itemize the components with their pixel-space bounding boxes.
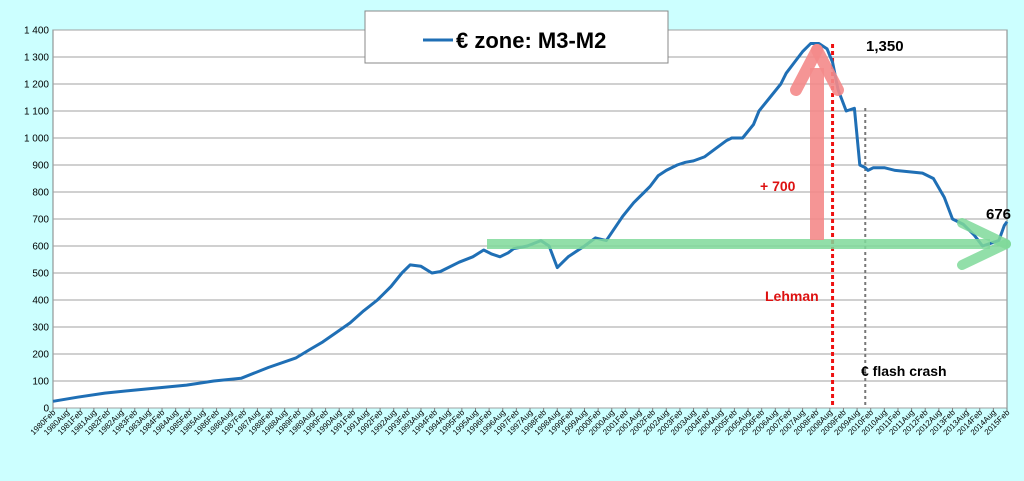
legend-label: € zone: M3-M2 [456,28,606,53]
y-tick-label: 100 [32,377,49,388]
annotation-flash-crash: € flash crash [861,363,947,379]
x-axis-ticks: 1980Feb1980Aug1981Feb1981Aug1982Feb1982A… [29,408,1012,437]
annotation-lehman: Lehman [765,288,819,304]
y-tick-label: 1 300 [24,53,49,64]
annotation-peak-value: 1,350 [866,38,904,55]
annotation-last-value: 676 [986,206,1011,223]
y-tick-label: 1 100 [24,107,49,118]
y-tick-label: 0 [43,404,49,415]
y-tick-label: 700 [32,215,49,226]
y-tick-label: 1 000 [24,134,49,145]
annotation-increase: + 700 [760,178,796,194]
y-tick-label: 1 200 [24,80,49,91]
y-tick-label: 500 [32,269,49,280]
vertical-red-arrow [790,44,844,240]
y-axis-ticks: 0 100 200 300 400 500 600 700 800 900 1 000 1 100 1 … [24,26,49,415]
y-tick-label: 1 400 [24,26,49,37]
y-tick-label: 200 [32,350,49,361]
y-tick-label: 400 [32,296,49,307]
reference-lines [831,44,867,408]
y-tick-label: 900 [32,161,49,172]
horizontal-green-arrow [487,218,1011,270]
series-line-m3-m2 [52,42,1009,403]
y-tick-label: 300 [32,323,49,334]
y-tick-label: 600 [32,242,49,253]
legend-box: € zone: M3-M2 [364,10,669,64]
y-tick-label: 800 [32,188,49,199]
